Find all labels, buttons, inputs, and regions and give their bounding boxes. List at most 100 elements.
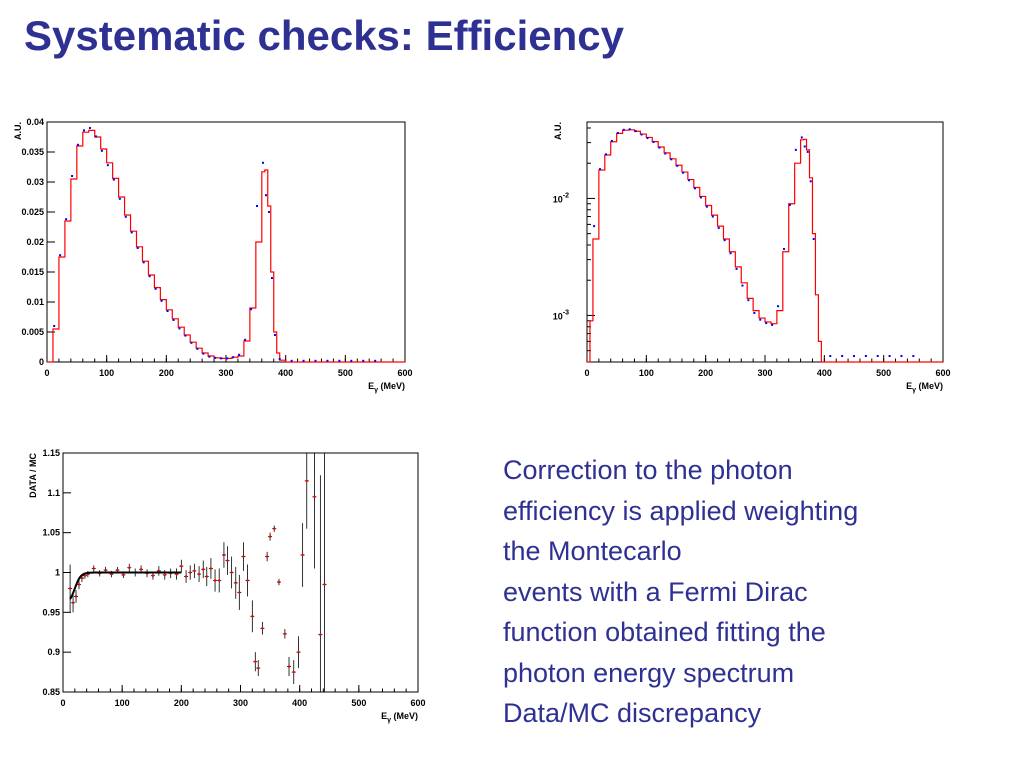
data-point — [246, 579, 249, 582]
x-tick-label: 200 — [174, 698, 189, 708]
y-tick-label: 0.025 — [21, 207, 44, 217]
data-point — [841, 355, 844, 358]
data-point — [717, 226, 720, 229]
data-point — [729, 252, 732, 255]
data-point — [628, 128, 631, 131]
data-point — [664, 152, 667, 155]
data-point — [148, 275, 151, 278]
y-tick-label: 1.1 — [47, 488, 60, 498]
data-point — [193, 569, 196, 572]
data-point — [652, 140, 655, 143]
data-point — [616, 132, 619, 135]
data-point — [829, 355, 832, 358]
data-point — [220, 357, 223, 360]
caption-line: Data/MC discrepancy — [503, 698, 762, 728]
data-point — [175, 573, 178, 576]
data-point — [788, 203, 791, 206]
y-tick-label: 0.85 — [42, 687, 60, 697]
data-point — [53, 325, 56, 327]
x-tick-label: 0 — [584, 368, 589, 378]
data-point — [244, 338, 247, 341]
mc-histogram — [47, 129, 405, 363]
plot-frame — [46, 121, 406, 363]
data-point — [69, 587, 72, 590]
caption-line: function obtained fitting the — [503, 617, 826, 647]
y-tick-label: 10-2 — [553, 192, 569, 204]
data-point — [189, 571, 192, 574]
data-point — [610, 139, 613, 142]
caption-line: efficiency is applied weighting — [503, 495, 859, 526]
data-point — [256, 205, 259, 207]
x-tick-label: 100 — [99, 368, 114, 378]
data-point — [75, 595, 78, 598]
data-point — [782, 247, 785, 250]
mc-histogram — [587, 129, 943, 363]
data-point — [190, 341, 193, 344]
data-point — [765, 322, 768, 325]
data-point — [214, 356, 217, 359]
data-point — [292, 671, 295, 674]
data-point — [65, 218, 68, 221]
y-tick-label: 0 — [39, 357, 44, 367]
data-point — [250, 308, 253, 311]
data-point — [301, 553, 304, 556]
data-point — [288, 665, 291, 668]
data-point — [166, 310, 169, 312]
data-point — [214, 579, 217, 582]
data-point — [226, 357, 229, 360]
data-point — [323, 583, 326, 586]
y-tick-label: 0.95 — [42, 607, 60, 617]
data-point — [794, 148, 797, 151]
data-point — [723, 239, 726, 242]
data-point — [753, 311, 756, 314]
x-tick-label: 400 — [292, 698, 307, 708]
data-point — [741, 284, 744, 287]
data-point — [232, 356, 235, 359]
data-point — [593, 225, 596, 228]
data-point — [128, 566, 131, 569]
data-point — [142, 261, 145, 264]
data-point — [646, 137, 649, 140]
data-point — [876, 355, 879, 358]
data-point — [735, 267, 738, 270]
data-point — [254, 660, 257, 663]
x-axis-title: Eγ (MeV) — [381, 711, 418, 724]
x-tick-label: 600 — [410, 698, 425, 708]
data-point — [106, 164, 109, 167]
data-point — [178, 327, 181, 330]
x-tick-label: 300 — [218, 368, 233, 378]
data-point — [83, 574, 86, 577]
data-point — [634, 130, 637, 133]
data-point — [122, 573, 125, 576]
x-tick-label: 600 — [397, 368, 412, 378]
y-axis-title: DATA / MC — [28, 453, 38, 498]
data-point — [912, 355, 915, 358]
data-point — [362, 359, 365, 362]
y-tick-label: 1.05 — [42, 528, 60, 538]
data-point — [205, 575, 208, 578]
x-tick-label: 500 — [351, 698, 366, 708]
y-tick-label: 1.15 — [42, 448, 60, 458]
slide-title: Systematic checks: Efficiency — [24, 12, 624, 59]
data-point — [72, 601, 75, 604]
data-point — [80, 577, 83, 580]
data-point — [319, 633, 322, 636]
caption-text: Correction to the photon efficiency is a… — [503, 450, 993, 734]
data-point — [705, 205, 708, 208]
x-tick-label: 300 — [757, 368, 772, 378]
data-point — [264, 194, 267, 197]
data-point — [209, 567, 212, 570]
y-tick-label: 0.03 — [26, 177, 44, 187]
data-mc-ratio-chart: 0 100 200 300 400 500 600 0.85 0.9 0.95 1 1.05 1.1 1.… — [28, 448, 426, 724]
data-point — [812, 238, 815, 241]
data-point — [305, 479, 308, 482]
y-tick-label: 0.005 — [21, 327, 44, 337]
data-point — [900, 355, 903, 358]
data-point — [711, 215, 714, 218]
data-point — [283, 632, 286, 635]
data-point — [110, 573, 113, 576]
data-point — [273, 527, 276, 530]
data-point — [172, 319, 175, 321]
x-tick-label: 300 — [233, 698, 248, 708]
spectrum-linear-chart: 0 100 200 300 400 500 600 0 0.005 0.01 0.015 0.02 0.… — [13, 117, 413, 394]
